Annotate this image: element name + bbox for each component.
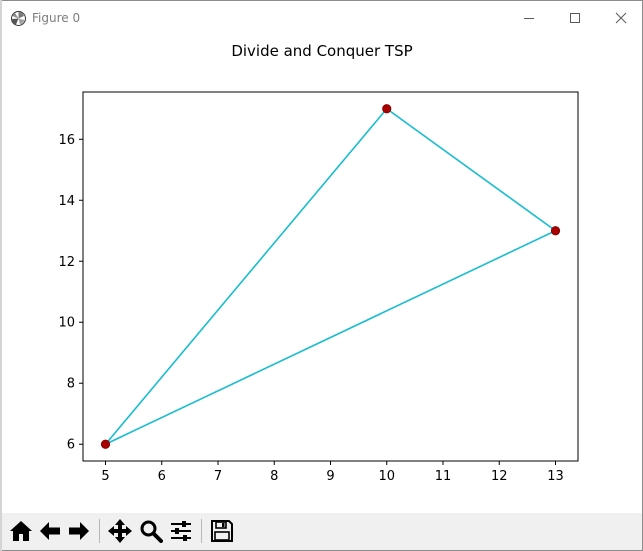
toolbar-separator <box>201 519 202 543</box>
y-tick-label: 6 <box>67 438 75 453</box>
maximize-icon <box>570 13 580 23</box>
sliders-icon <box>170 520 191 541</box>
y-tick-label: 12 <box>58 255 75 270</box>
x-tick-label: 8 <box>270 469 278 484</box>
close-button[interactable] <box>598 1 642 35</box>
minimize-button[interactable] <box>506 1 552 35</box>
x-tick-label: 10 <box>378 469 395 484</box>
y-tick-label: 16 <box>58 133 75 148</box>
city-point <box>100 439 111 449</box>
x-tick-label: 13 <box>547 469 564 484</box>
x-tick-label: 9 <box>326 469 334 484</box>
minimize-icon <box>524 18 534 19</box>
move-icon <box>107 518 132 543</box>
navigation-toolbar <box>1 513 642 550</box>
floppy-disk-icon <box>210 519 233 542</box>
save-button[interactable] <box>208 517 235 544</box>
x-tick-label: 6 <box>158 469 166 484</box>
plot-area <box>100 104 561 449</box>
matplotlib-logo-icon <box>11 11 26 26</box>
y-tick-label: 10 <box>58 316 75 331</box>
city-point <box>382 104 392 114</box>
configure-subplots-button[interactable] <box>167 517 194 544</box>
back-button[interactable] <box>36 517 63 544</box>
chart[interactable]: Divide and Conquer TSP 5 6 7 8 9 10 11 12 13 6 8 10… <box>1 35 642 513</box>
zoom-button[interactable] <box>137 517 164 544</box>
close-icon <box>615 12 627 24</box>
arrow-right-icon <box>68 521 89 540</box>
title-bar[interactable]: Figure 0 <box>1 1 642 35</box>
window-title: Figure 0 <box>32 11 81 25</box>
axis-ticks: 5 6 7 8 9 10 11 12 13 6 8 10 12 14 16 <box>58 133 563 484</box>
tour-line <box>104 107 558 445</box>
home-button[interactable] <box>7 517 34 544</box>
window-shadow-edge <box>0 0 2 551</box>
city-point <box>550 226 561 236</box>
home-icon <box>9 520 32 541</box>
forward-button[interactable] <box>65 517 92 544</box>
y-tick-label: 14 <box>58 194 75 209</box>
figure-canvas[interactable]: Divide and Conquer TSP 5 6 7 8 9 10 11 12 13 6 8 10… <box>1 35 642 513</box>
x-tick-label: 5 <box>101 469 109 484</box>
y-tick-label: 8 <box>67 377 75 392</box>
chart-title: Divide and Conquer TSP <box>231 42 412 60</box>
maximize-button[interactable] <box>552 1 598 35</box>
x-tick-label: 7 <box>214 469 222 484</box>
axes-frame <box>82 91 579 462</box>
toolbar-separator <box>99 519 100 543</box>
x-tick-label: 12 <box>491 469 508 484</box>
arrow-left-icon <box>39 521 60 540</box>
magnifier-icon <box>140 520 163 543</box>
x-tick-label: 11 <box>435 469 452 484</box>
pan-button[interactable] <box>106 517 133 544</box>
